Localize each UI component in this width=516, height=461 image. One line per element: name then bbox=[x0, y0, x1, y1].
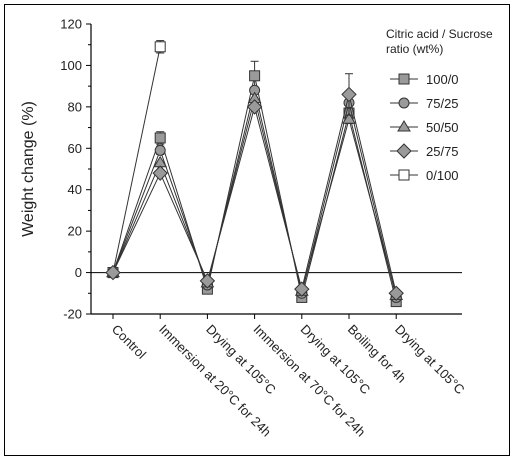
legend-label: 100/0 bbox=[426, 72, 459, 87]
x-category-label: Control bbox=[109, 322, 149, 362]
data-point bbox=[249, 70, 261, 82]
axes bbox=[90, 24, 462, 315]
legend: Citric acid / Sucrose ratio (wt%) 100/0 7… bbox=[386, 27, 493, 183]
data-point bbox=[199, 273, 216, 289]
legend-item: 0/100 bbox=[390, 168, 459, 183]
series-50-50 bbox=[106, 91, 404, 300]
y-tick-label: 0 bbox=[75, 265, 82, 280]
data-point bbox=[342, 112, 356, 124]
y-tick-label: 100 bbox=[60, 58, 82, 73]
y-tick-label: 60 bbox=[68, 141, 82, 156]
data-point bbox=[152, 165, 168, 181]
y-ticks: -20 0 20 40 60 80 100 120 bbox=[60, 17, 91, 322]
series-25-75 bbox=[105, 73, 404, 301]
data-point bbox=[294, 281, 310, 297]
series-group bbox=[105, 40, 404, 308]
legend-marker bbox=[396, 143, 412, 159]
series-line bbox=[112, 46, 161, 273]
legend-marker bbox=[398, 73, 410, 85]
data-point bbox=[246, 99, 263, 115]
x-category-label: Drying at 105°C bbox=[392, 322, 468, 398]
y-tick-label: 40 bbox=[68, 182, 82, 197]
data-point bbox=[105, 264, 121, 281]
y-tick-label: 20 bbox=[68, 224, 82, 239]
legend-label: 25/75 bbox=[426, 144, 459, 159]
data-point bbox=[154, 41, 166, 53]
data-point bbox=[341, 86, 357, 103]
legend-marker bbox=[397, 120, 411, 132]
legend-title-line-2: ratio (wt%) bbox=[386, 42, 443, 56]
series-75-25 bbox=[107, 84, 402, 303]
legend-item: 100/0 bbox=[390, 72, 459, 87]
legend-label: 50/50 bbox=[426, 120, 459, 135]
series-line bbox=[112, 98, 397, 296]
legend-item: 25/75 bbox=[390, 143, 459, 159]
legend-marker bbox=[398, 97, 410, 109]
y-tick-label: -20 bbox=[63, 307, 82, 322]
y-tick-label: 80 bbox=[68, 99, 82, 114]
legend-label: 75/25 bbox=[426, 96, 459, 111]
legend-label: 0/100 bbox=[426, 168, 459, 183]
data-point bbox=[388, 285, 404, 301]
data-point bbox=[154, 144, 166, 156]
legend-marker bbox=[398, 169, 410, 181]
legend-title-line-1: Citric acid / Sucrose bbox=[386, 27, 493, 41]
data-point bbox=[154, 132, 166, 144]
legend-item: 75/25 bbox=[390, 96, 459, 111]
legend-item: 50/50 bbox=[390, 120, 459, 135]
y-tick-label: 120 bbox=[60, 17, 82, 32]
y-axis-label: Weight change (%) bbox=[20, 101, 37, 237]
